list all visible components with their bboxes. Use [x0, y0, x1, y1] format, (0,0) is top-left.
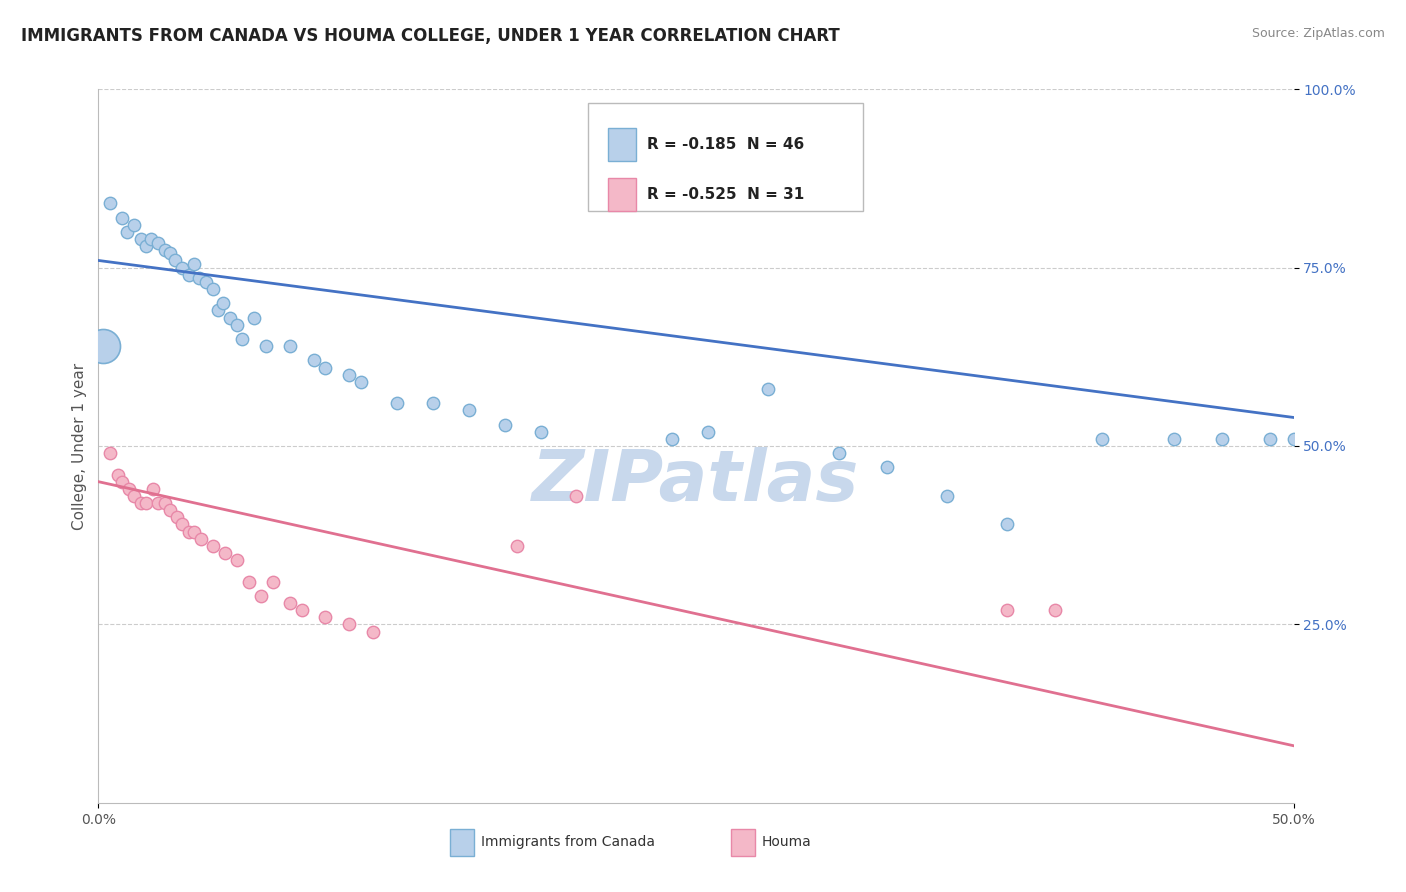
- Point: [131, 496, 153, 510]
- Point: [254, 339, 277, 353]
- FancyBboxPatch shape: [607, 128, 637, 161]
- Point: [339, 617, 361, 632]
- Point: [124, 218, 146, 232]
- Point: [135, 239, 157, 253]
- Point: [494, 417, 516, 432]
- Text: R = -0.185  N = 46: R = -0.185 N = 46: [647, 137, 804, 152]
- Point: [214, 546, 236, 560]
- Point: [159, 246, 181, 260]
- Point: [183, 524, 205, 539]
- Point: [385, 396, 409, 410]
- Point: [995, 517, 1018, 532]
- Text: IMMIGRANTS FROM CANADA VS HOUMA COLLEGE, UNDER 1 YEAR CORRELATION CHART: IMMIGRANTS FROM CANADA VS HOUMA COLLEGE,…: [21, 27, 839, 45]
- Point: [111, 475, 134, 489]
- Point: [179, 524, 201, 539]
- Point: [115, 225, 138, 239]
- Point: [1282, 432, 1305, 446]
- Point: [315, 610, 337, 624]
- Point: [565, 489, 588, 503]
- Text: Source: ZipAtlas.com: Source: ZipAtlas.com: [1251, 27, 1385, 40]
- Point: [995, 603, 1018, 617]
- FancyBboxPatch shape: [731, 830, 755, 855]
- Point: [107, 467, 129, 482]
- Point: [98, 196, 122, 211]
- Text: ZIPatlas: ZIPatlas: [533, 447, 859, 516]
- Point: [1211, 432, 1233, 446]
- Point: [124, 489, 146, 503]
- Point: [159, 503, 181, 517]
- Point: [238, 574, 260, 589]
- Point: [166, 510, 188, 524]
- Point: [1258, 432, 1281, 446]
- Point: [179, 268, 201, 282]
- Y-axis label: College, Under 1 year: College, Under 1 year: [72, 362, 87, 530]
- Point: [190, 532, 212, 546]
- Point: [219, 310, 242, 325]
- Point: [231, 332, 253, 346]
- Point: [530, 425, 553, 439]
- Point: [91, 339, 114, 353]
- Point: [139, 232, 162, 246]
- Text: R = -0.525  N = 31: R = -0.525 N = 31: [647, 187, 804, 202]
- Point: [163, 253, 186, 268]
- Point: [226, 553, 249, 567]
- Point: [1043, 603, 1066, 617]
- Point: [243, 310, 266, 325]
- Point: [422, 396, 444, 410]
- Point: [315, 360, 337, 375]
- Point: [302, 353, 325, 368]
- Point: [363, 624, 385, 639]
- Point: [111, 211, 134, 225]
- Point: [211, 296, 233, 310]
- Point: [142, 482, 165, 496]
- Point: [172, 517, 194, 532]
- Point: [135, 496, 157, 510]
- Point: [131, 232, 153, 246]
- Point: [148, 496, 170, 510]
- Point: [226, 318, 249, 332]
- Point: [828, 446, 851, 460]
- Point: [207, 303, 229, 318]
- Point: [350, 375, 373, 389]
- Point: [697, 425, 720, 439]
- FancyBboxPatch shape: [607, 178, 637, 211]
- FancyBboxPatch shape: [589, 103, 863, 211]
- Point: [202, 282, 225, 296]
- Point: [278, 339, 301, 353]
- Point: [195, 275, 218, 289]
- Point: [661, 432, 683, 446]
- Point: [1091, 432, 1114, 446]
- Point: [98, 446, 122, 460]
- Point: [291, 603, 314, 617]
- FancyBboxPatch shape: [450, 830, 474, 855]
- Point: [756, 382, 779, 396]
- Point: [339, 368, 361, 382]
- Point: [187, 271, 209, 285]
- Point: [148, 235, 170, 250]
- Point: [876, 460, 898, 475]
- Point: [155, 496, 177, 510]
- Point: [183, 257, 205, 271]
- Point: [458, 403, 481, 417]
- Point: [262, 574, 284, 589]
- Point: [172, 260, 194, 275]
- Point: [936, 489, 959, 503]
- Point: [250, 589, 273, 603]
- Point: [1163, 432, 1185, 446]
- Text: Immigrants from Canada: Immigrants from Canada: [481, 835, 655, 849]
- Point: [506, 539, 529, 553]
- Text: Houma: Houma: [762, 835, 811, 849]
- Point: [118, 482, 141, 496]
- Point: [202, 539, 225, 553]
- Point: [278, 596, 301, 610]
- Point: [155, 243, 177, 257]
